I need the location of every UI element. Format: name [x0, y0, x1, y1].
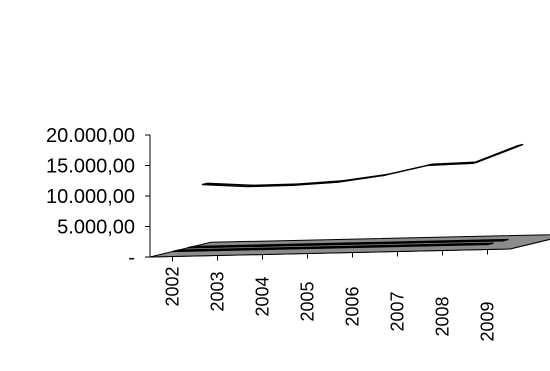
series-2-segment-2006-2007	[367, 240, 419, 245]
series-layer	[172, 143, 524, 253]
series-2-segment-2007-2008	[412, 239, 464, 244]
series-3	[172, 242, 494, 253]
y-tick-label: -	[128, 247, 135, 269]
y-tick-labels: - 5.000,00 10.000,00 15.000,00 20.000,00	[46, 125, 150, 269]
series-2-segment-2008-2009	[457, 238, 509, 243]
series-2-segment-2003-2004	[232, 243, 284, 248]
series-1-segment-2007-2008	[426, 161, 479, 167]
series-1-segment-2008-2009	[471, 143, 524, 164]
x-tick-label: 2008	[433, 297, 453, 337]
series-3-segment-2005-2006	[307, 245, 359, 250]
x-tick-label: 2009	[478, 302, 498, 342]
series-3-segment-2008-2009	[442, 242, 494, 247]
x-tick-label: 2006	[343, 287, 363, 327]
series-1	[201, 143, 524, 188]
series-1-segment-2005-2006	[336, 173, 389, 183]
x-tick-label: 2004	[253, 277, 273, 317]
series-2-segment-2005-2006	[322, 241, 374, 246]
x-tick-label: 2007	[388, 292, 408, 332]
x-tick-label: 2005	[298, 282, 318, 322]
y-tick-label: 10.000,00	[46, 186, 135, 208]
y-tick-label: 5.000,00	[57, 217, 135, 239]
x-tick-label: 2002	[163, 267, 183, 307]
series-2-segment-2002-2003	[187, 244, 239, 249]
series-3-segment-2006-2007	[352, 244, 404, 249]
x-tick-labels: 2002 2003 2004 2005 2006 2007 2008 2009	[163, 249, 498, 342]
series-3-segment-2002-2003	[172, 248, 224, 253]
series-1-segment-2006-2007	[381, 163, 434, 177]
series-3-segment-2003-2004	[217, 247, 269, 252]
series-3-segment-2007-2008	[397, 243, 449, 248]
y-tick-label: 20.000,00	[46, 125, 135, 147]
series-2	[187, 238, 509, 249]
series-2-segment-2004-2005	[277, 242, 329, 247]
series-1-segment-2002-2003	[201, 182, 254, 188]
series-1-segment-2003-2004	[246, 183, 299, 188]
series-3-segment-2004-2005	[262, 246, 314, 251]
y-tick-label: 15.000,00	[46, 156, 135, 178]
series-1-segment-2004-2005	[291, 180, 344, 186]
x-tick-label: 2003	[208, 272, 228, 312]
